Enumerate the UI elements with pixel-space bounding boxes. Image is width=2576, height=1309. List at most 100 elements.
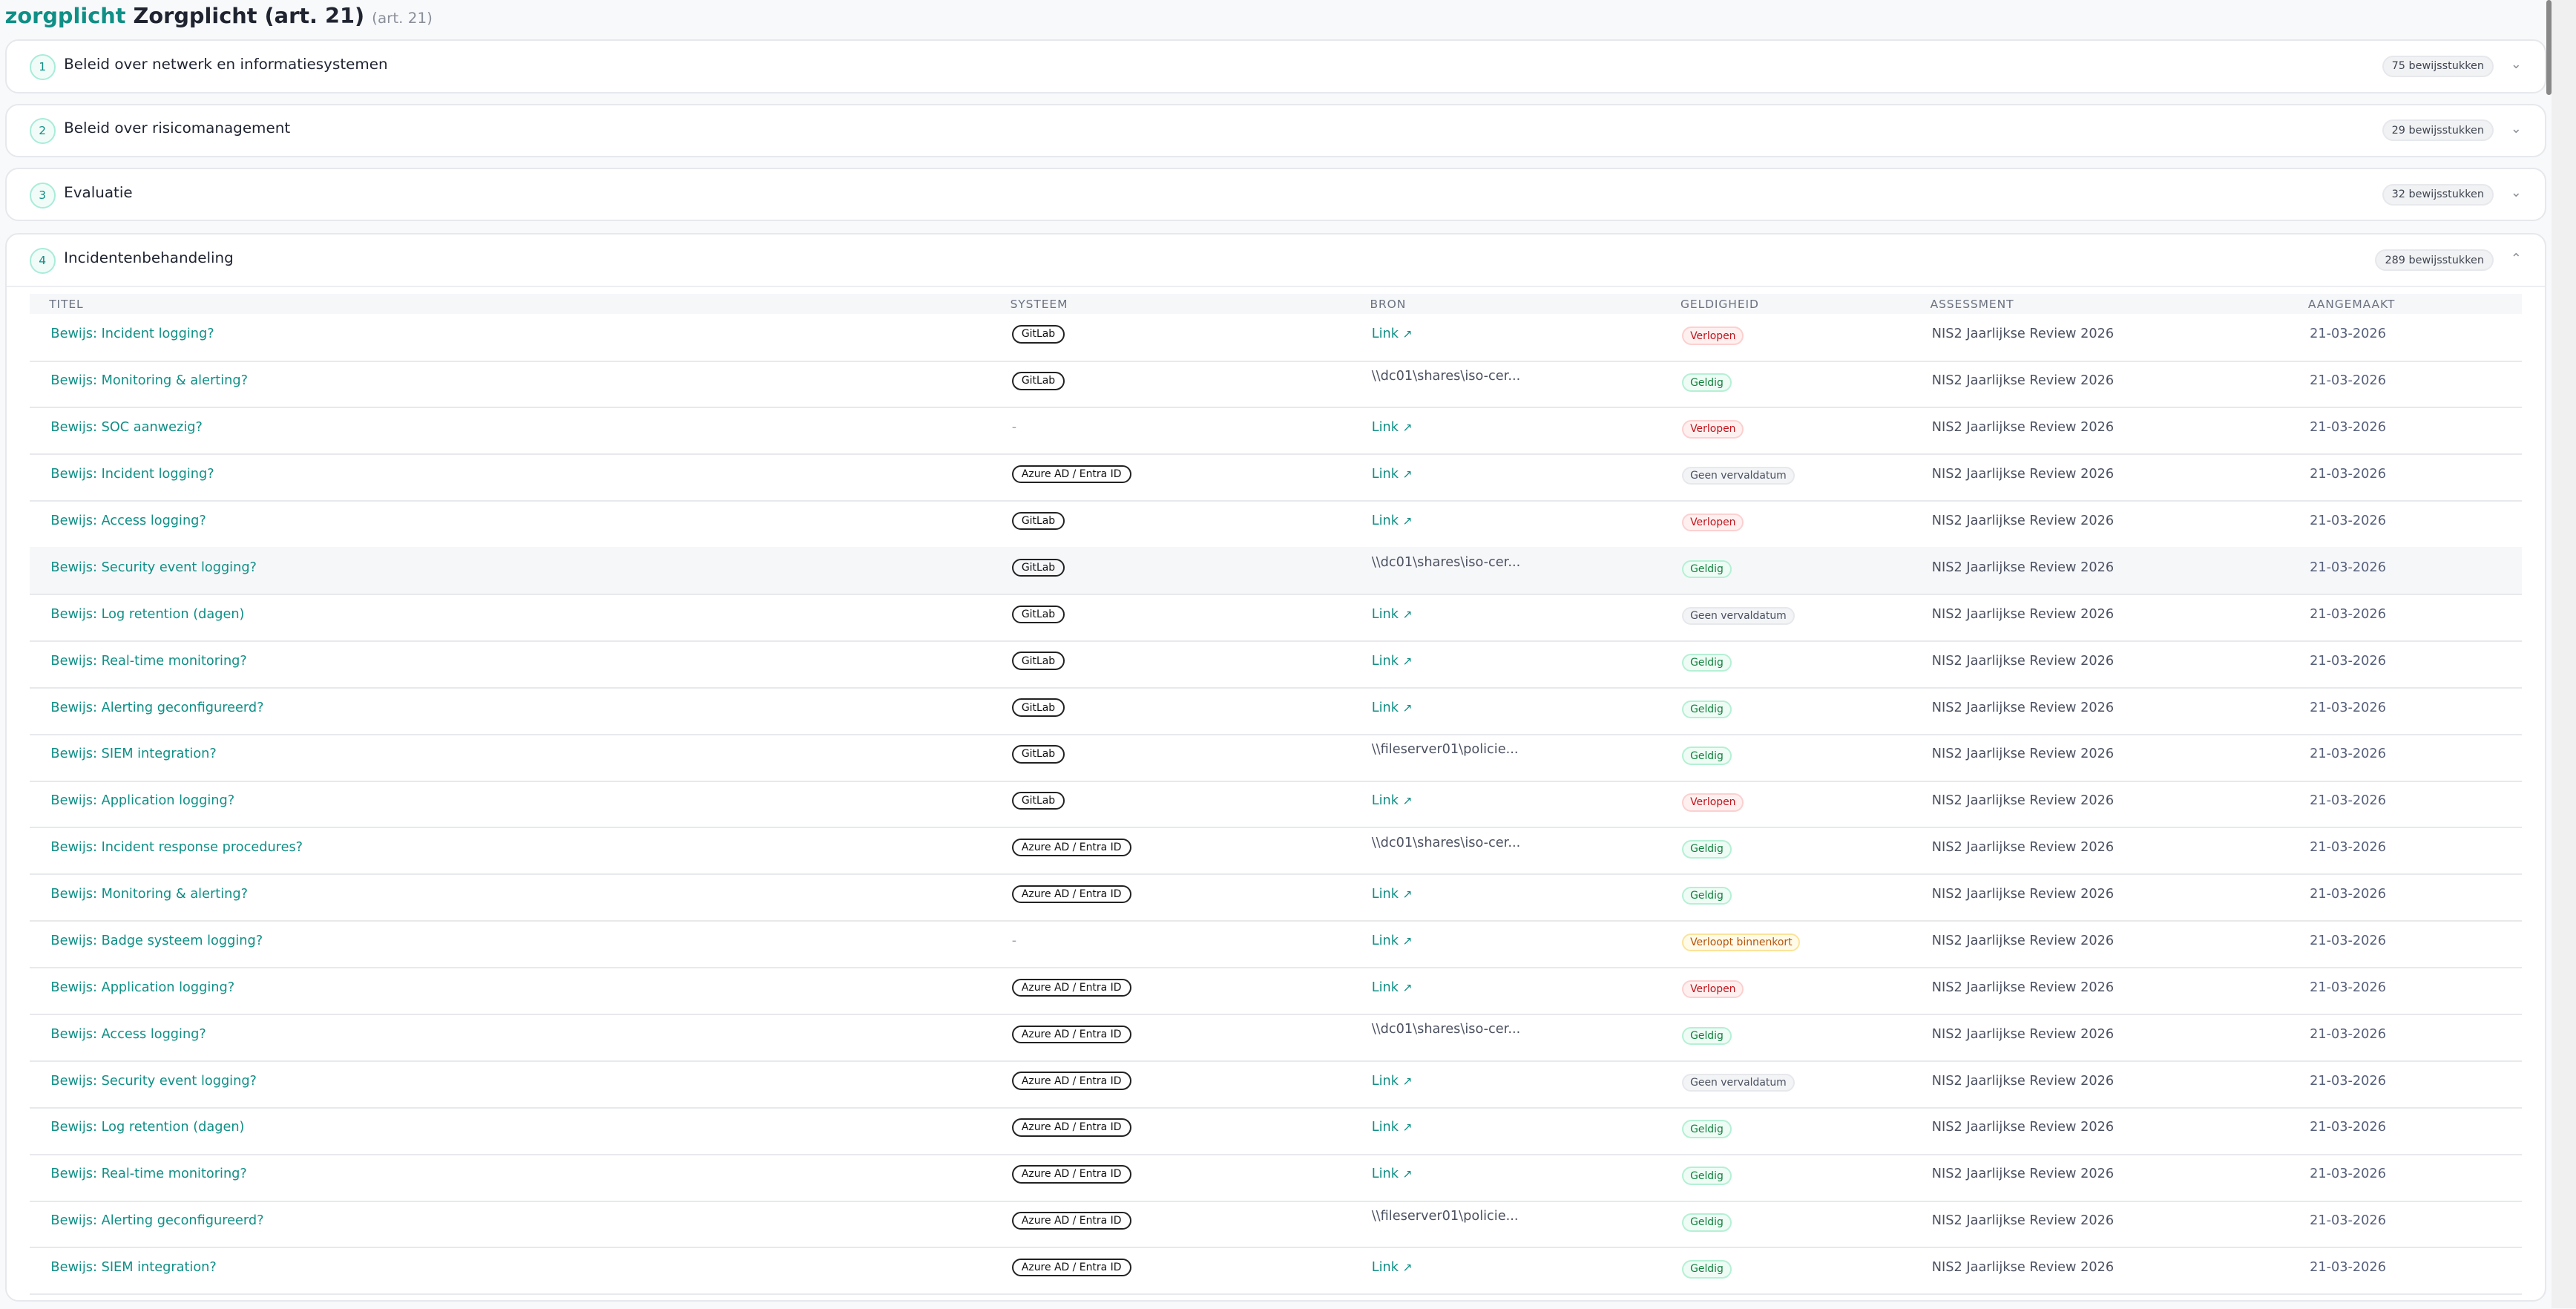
evidence-title-link[interactable]: Bewijs: SIEM integration? (50, 1260, 217, 1276)
evidence-title-link[interactable]: Bewijs: Alerting geconfigureerd? (50, 1213, 264, 1229)
table-row[interactable]: Bewijs: Monitoring & alerting? Azure AD … (29, 873, 2522, 922)
column-header[interactable]: BRON (1370, 297, 1407, 311)
evidence-title-link[interactable]: Bewijs: Badge systeem logging? (50, 933, 263, 948)
column-header[interactable]: AANGEMAAKT (2307, 297, 2396, 311)
table-row[interactable]: Bewijs: Incident logging? GitLab Link ↗ V… (29, 314, 2522, 362)
evidence-title-link[interactable]: Bewijs: Security event logging? (50, 560, 257, 575)
created-date: 21-03-2026 (2310, 887, 2386, 902)
source-link-text: Link (1371, 513, 1399, 528)
section-card-4: 4 Incidentenbehandeling 289 bewijsstukke… (4, 233, 2546, 1302)
assessment-name: NIS2 Jaarlijkse Review 2026 (1931, 1213, 2115, 1229)
source-link-text: Link (1371, 1167, 1399, 1182)
table-row[interactable]: Bewijs: Alerting geconfigureerd? GitLab L… (29, 687, 2522, 735)
evidence-title-link[interactable]: Bewijs: SIEM integration? (50, 747, 217, 762)
created-date: 21-03-2026 (2310, 1213, 2386, 1229)
source-link[interactable]: Link ↗ (1372, 1167, 1413, 1181)
source-link[interactable]: Link ↗ (1372, 467, 1413, 482)
scrollbar-track[interactable] (2551, 0, 2576, 1308)
table-row[interactable]: Bewijs: Log retention (dagen) Azure AD /… (29, 1107, 2522, 1155)
table-row[interactable]: Bewijs: Security event logging? Azure AD… (29, 1060, 2522, 1109)
column-header[interactable]: TITEL (49, 297, 84, 311)
table-row[interactable]: Bewijs: Access logging? GitLab Link ↗ Ver… (29, 500, 2522, 549)
system-badge: Azure AD / Entra ID (1011, 838, 1131, 857)
validity-badge: Geldig (1682, 1260, 1732, 1279)
scrollbar-thumb[interactable] (2546, 0, 2552, 96)
source-link[interactable]: Link ↗ (1372, 1120, 1413, 1135)
external-link-icon: ↗ (1402, 980, 1413, 994)
table-row[interactable]: Bewijs: Security event logging? GitLab \\… (29, 547, 2522, 595)
source-link[interactable]: Link ↗ (1372, 654, 1413, 669)
validity-badge: Verlopen (1682, 327, 1744, 345)
chevron-up-icon[interactable]: ⌃ (2510, 251, 2522, 266)
evidence-title-link[interactable]: Bewijs: SOC aanwezig? (50, 420, 203, 436)
evidence-title-link[interactable]: Bewijs: Access logging? (50, 1026, 206, 1042)
section-header[interactable]: 3 Evaluatie 32 bewijsstukken ⌄ (7, 169, 2545, 220)
evidence-title-link[interactable]: Bewijs: Real-time monitoring? (50, 1167, 247, 1182)
evidence-title-link[interactable]: Bewijs: Log retention (dagen) (50, 606, 245, 622)
evidence-title-link[interactable]: Bewijs: Application logging? (50, 793, 235, 809)
source-link[interactable]: Link ↗ (1372, 1074, 1413, 1089)
source-link[interactable]: Link ↗ (1372, 934, 1413, 948)
evidence-title-link[interactable]: Bewijs: Monitoring & alerting? (50, 373, 248, 389)
evidence-title-link[interactable]: Bewijs: Alerting geconfigureerd? (50, 700, 264, 715)
assessment-name: NIS2 Jaarlijkse Review 2026 (1931, 373, 2115, 389)
table-row[interactable]: Bewijs: Access logging? Azure AD / Entra… (29, 1014, 2522, 1062)
source-link[interactable]: Link ↗ (1372, 793, 1413, 808)
source-link[interactable]: Link ↗ (1372, 607, 1413, 622)
table-row[interactable]: Bewijs: SIEM integration? GitLab \\filese… (29, 734, 2522, 782)
evidence-title-link[interactable]: Bewijs: Application logging? (50, 980, 235, 995)
table-row[interactable]: Bewijs: Incident logging? Azure AD / Ent… (29, 453, 2522, 502)
assessment-name: NIS2 Jaarlijkse Review 2026 (1931, 513, 2115, 528)
section-card-3: 3 Evaluatie 32 bewijsstukken ⌄ (4, 167, 2546, 222)
column-header[interactable]: ASSESSMENT (1930, 297, 2014, 311)
system-badge: GitLab (1011, 605, 1065, 623)
evidence-title-link[interactable]: Bewijs: Incident response procedures? (50, 840, 303, 856)
section-title: Incidentenbehandeling (64, 249, 234, 267)
table-row[interactable]: Bewijs: Application logging? Azure AD / … (29, 967, 2522, 1015)
chevron-down-icon[interactable]: ⌄ (2510, 57, 2522, 73)
external-link-icon: ↗ (1402, 934, 1413, 948)
source-link[interactable]: Link ↗ (1372, 1260, 1413, 1275)
section-number: 4 (29, 248, 56, 275)
evidence-title-link[interactable]: Bewijs: Monitoring & alerting? (50, 887, 248, 902)
source-link[interactable]: Link ↗ (1372, 887, 1413, 902)
table-row[interactable]: Bewijs: Real-time monitoring? GitLab Link… (29, 640, 2522, 689)
evidence-title-link[interactable]: Bewijs: Incident logging? (50, 327, 214, 342)
validity-badge: Geldig (1682, 373, 1732, 392)
chevron-down-icon[interactable]: ⌄ (2510, 185, 2522, 200)
evidence-title-link[interactable]: Bewijs: Incident logging? (50, 467, 214, 482)
column-header[interactable]: GELDIGHEID (1680, 297, 1759, 311)
table-row[interactable]: Bewijs: Alerting geconfigureerd? Azure A… (29, 1201, 2522, 1249)
created-date: 21-03-2026 (2310, 747, 2386, 762)
table-row[interactable]: Bewijs: Monitoring & alerting? GitLab \\d… (29, 361, 2522, 409)
created-date: 21-03-2026 (2310, 653, 2386, 669)
source-link[interactable]: Link ↗ (1372, 701, 1413, 715)
source-link[interactable]: Link ↗ (1372, 420, 1413, 435)
section-header[interactable]: 4 Incidentenbehandeling 289 bewijsstukke… (6, 234, 2545, 288)
assessment-name: NIS2 Jaarlijkse Review 2026 (1931, 560, 2115, 575)
chevron-down-icon[interactable]: ⌄ (2510, 121, 2522, 137)
evidence-title-link[interactable]: Bewijs: Real-time monitoring? (50, 653, 247, 669)
evidence-title-link[interactable]: Bewijs: Log retention (dagen) (50, 1120, 245, 1135)
created-date: 21-03-2026 (2310, 980, 2386, 995)
assessment-name: NIS2 Jaarlijkse Review 2026 (1931, 1167, 2115, 1182)
table-row[interactable]: Bewijs: SIEM integration? Azure AD / Ent… (29, 1247, 2522, 1296)
table-row[interactable]: Bewijs: Real-time monitoring? Azure AD /… (29, 1154, 2522, 1202)
section-header[interactable]: 1 Beleid over netwerk en informatiesyste… (7, 41, 2545, 92)
source-link[interactable]: Link ↗ (1372, 980, 1413, 995)
source-link[interactable]: Link ↗ (1372, 327, 1413, 341)
table-row[interactable]: Bewijs: Application logging? GitLab Link … (29, 781, 2522, 829)
evidence-title-link[interactable]: Bewijs: Access logging? (50, 513, 206, 528)
evidence-title-link[interactable]: Bewijs: Security event logging? (50, 1073, 257, 1089)
external-link-icon: ↗ (1402, 654, 1413, 668)
column-header[interactable]: SYSTEEM (1010, 297, 1068, 311)
table-row[interactable]: Bewijs: Log retention (dagen) GitLab Link… (29, 594, 2522, 642)
table-row[interactable]: Bewijs: SOC aanwezig? - Link ↗ Verlopen N… (29, 407, 2522, 456)
table-row[interactable]: Bewijs: Badge systeem logging? - Link ↗ V… (29, 920, 2522, 969)
system-badge: Azure AD / Entra ID (1011, 465, 1131, 484)
validity-badge: Geldig (1682, 700, 1732, 718)
system-badge: Azure AD / Entra ID (1011, 1072, 1131, 1090)
table-row[interactable]: Bewijs: Incident response procedures? Az… (29, 827, 2522, 876)
source-link[interactable]: Link ↗ (1372, 514, 1413, 528)
section-header[interactable]: 2 Beleid over risicomanagement 29 bewijs… (7, 105, 2545, 157)
